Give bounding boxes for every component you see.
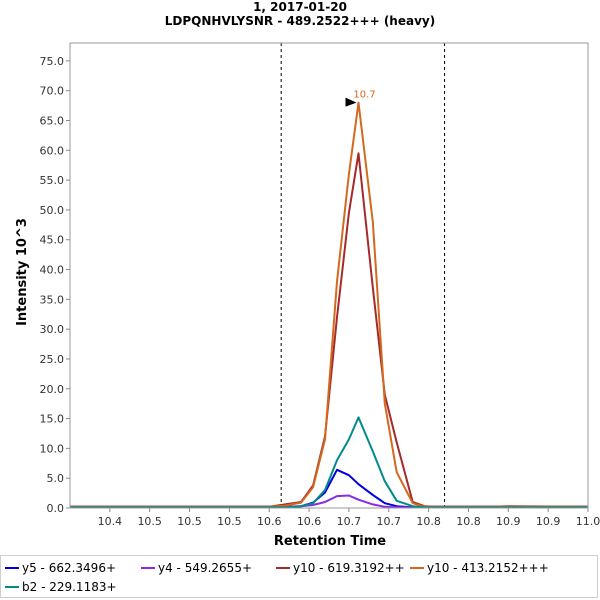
y-tick-label: 55.0 <box>40 174 65 187</box>
legend-swatch <box>276 567 290 569</box>
x-tick-label: 10.9 <box>496 515 521 528</box>
x-tick-label: 10.6 <box>257 515 282 528</box>
y-tick-label: 5.0 <box>47 472 65 485</box>
peak-label: 10.7 <box>353 90 375 101</box>
chromatogram-chart: 1, 2017-01-20 LDPQNHVLYSNR - 489.2522+++… <box>15 0 600 549</box>
x-tick-label: 11.0 <box>576 515 600 528</box>
y-tick-label: 10.0 <box>40 442 65 455</box>
legend-item: y5 - 662.3496+ <box>5 560 116 576</box>
chart-title: 1, 2017-01-20 <box>253 0 347 14</box>
plot-background <box>70 43 588 508</box>
legend-item: y4 - 549.2655+ <box>141 560 252 576</box>
x-tick-label: 10.8 <box>456 515 481 528</box>
y-tick-label: 50.0 <box>40 204 65 217</box>
y-tick-label: 65.0 <box>40 115 65 128</box>
plot-area: 0.0 5.0 10.0 15.0 20.0 25.0 30.0 35.0 40.0 45.0 50… <box>40 42 600 528</box>
y-tick-label: 70.0 <box>40 85 65 98</box>
x-axis-label: Retention Time <box>274 534 386 549</box>
x-tick-label: 10.5 <box>137 515 162 528</box>
legend: y5 - 662.3496+ y4 - 549.2655+ y10 - 619.31… <box>0 555 598 598</box>
x-tick-label: 10.7 <box>377 515 402 528</box>
y-tick-label: 25.0 <box>40 353 65 366</box>
x-tick-label: 10.7 <box>337 515 362 528</box>
y-tick-label: 45.0 <box>40 234 65 247</box>
series-line <box>70 416 588 509</box>
legend-item: y10 - 413.2152+++ <box>410 560 549 576</box>
legend-label: y5 - 662.3496+ <box>22 561 117 575</box>
y-axis-label: Intensity 10^3 <box>15 218 30 326</box>
plot-frame <box>69 42 589 509</box>
y-tick-label: 0.0 <box>47 502 65 515</box>
legend-swatch <box>5 586 19 588</box>
peak-marker-icon <box>345 97 357 107</box>
x-tick-label: 10.6 <box>297 515 322 528</box>
chart-subtitle: LDPQNHVLYSNR - 489.2522+++ (heavy) <box>165 14 435 28</box>
y-tick-label: 15.0 <box>40 413 65 426</box>
legend-swatch <box>141 567 155 569</box>
x-tick-label: 10.5 <box>217 515 242 528</box>
y-tick-label: 40.0 <box>40 264 65 277</box>
x-tick-label: 10.9 <box>536 515 561 528</box>
legend-item: y10 - 619.3192++ <box>276 560 405 576</box>
legend-label: y4 - 549.2655+ <box>158 561 253 575</box>
y-tick-label: 20.0 <box>40 383 65 396</box>
y-tick-label: 75.0 <box>40 55 65 68</box>
legend-swatch <box>5 567 19 569</box>
legend-label: y10 - 619.3192++ <box>293 561 405 575</box>
legend-label: b2 - 229.1183+ <box>22 580 117 594</box>
y-tick-label: 30.0 <box>40 323 65 336</box>
legend-item: b2 - 229.1183+ <box>5 579 117 595</box>
y-tick-label: 60.0 <box>40 144 65 157</box>
legend-label: y10 - 413.2152+++ <box>427 561 549 575</box>
x-tick-label: 10.4 <box>98 515 123 528</box>
x-tick-label: 10.5 <box>177 515 202 528</box>
legend-swatch <box>410 567 424 569</box>
x-tick-label: 10.8 <box>416 515 441 528</box>
y-tick-label: 35.0 <box>40 293 65 306</box>
